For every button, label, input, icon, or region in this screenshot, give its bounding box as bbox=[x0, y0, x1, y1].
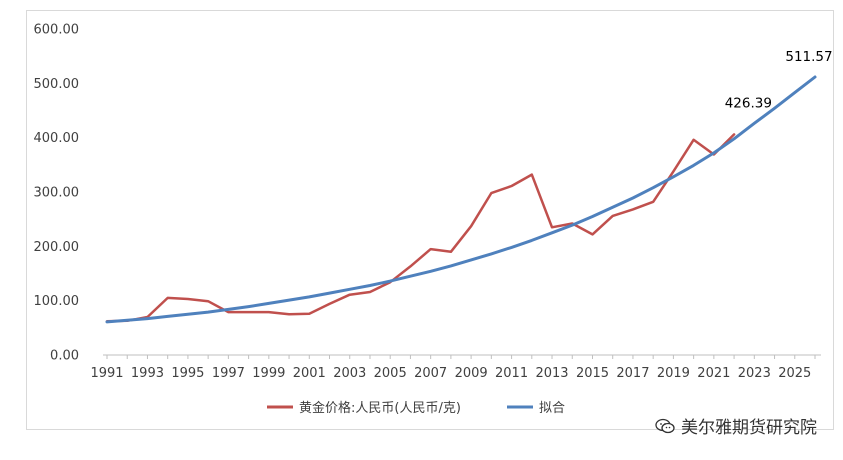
series-line-gold-price bbox=[105, 133, 736, 323]
gold-price-line-chart: 0.00 100.00 200.00 300.00 400.00 500.00 600.00… bbox=[34, 23, 833, 417]
x-tick-label: 2017 bbox=[616, 366, 649, 381]
x-tick-label: 1993 bbox=[131, 366, 164, 381]
y-tick-label: 600.00 bbox=[34, 23, 80, 38]
x-tick-label: 2005 bbox=[374, 366, 407, 381]
x-tick-label: 2023 bbox=[738, 366, 771, 381]
y-tick-label: 300.00 bbox=[34, 186, 80, 201]
x-tick-label: 2001 bbox=[293, 366, 326, 381]
data-label: 426.39 bbox=[725, 95, 772, 111]
data-label: 511.57 bbox=[785, 49, 832, 65]
wechat-icon bbox=[655, 418, 675, 433]
legend-label: 黄金价格:人民币(人民币/克) bbox=[299, 400, 461, 416]
x-tick-label: 2025 bbox=[778, 366, 811, 381]
watermark-text: 美尔雅期货研究院 bbox=[681, 418, 817, 438]
watermark: 美尔雅期货研究院 bbox=[655, 413, 817, 438]
x-tick-label: 2009 bbox=[455, 366, 488, 381]
legend-label: 拟合 bbox=[539, 401, 565, 416]
data-annotations: 426.39 511.57 bbox=[725, 49, 833, 111]
x-tick-label: 1995 bbox=[171, 366, 204, 381]
x-axis: 1991 1993 1995 1997 1999 2001 2003 2005 2007 2009… bbox=[90, 354, 821, 381]
y-tick-label: 100.00 bbox=[34, 294, 80, 309]
x-tick-label: 1997 bbox=[212, 366, 245, 381]
legend: 黄金价格:人民币(人民币/克) 拟合 bbox=[267, 400, 565, 416]
x-tick-label: 2011 bbox=[495, 366, 528, 381]
x-tick-label: 1999 bbox=[252, 366, 285, 381]
y-tick-label: 400.00 bbox=[34, 131, 80, 146]
x-tick-label: 1991 bbox=[90, 366, 123, 381]
x-tick-label: 2015 bbox=[576, 366, 609, 381]
y-tick-label: 0.00 bbox=[50, 349, 79, 364]
series-lines bbox=[105, 75, 817, 324]
x-tick-label: 2007 bbox=[414, 366, 447, 381]
x-tick-label: 2013 bbox=[535, 366, 568, 381]
y-tick-label: 200.00 bbox=[34, 240, 80, 255]
x-tick-label: 2019 bbox=[657, 366, 690, 381]
y-axis-labels: 0.00 100.00 200.00 300.00 400.00 500.00 600.00 bbox=[34, 23, 80, 364]
y-tick-label: 500.00 bbox=[34, 77, 80, 92]
x-tick-label: 2003 bbox=[333, 366, 366, 381]
x-tick-label: 2021 bbox=[697, 366, 730, 381]
series-line-fit bbox=[105, 75, 817, 324]
chart-frame: 0.00 100.00 200.00 300.00 400.00 500.00 600.00… bbox=[26, 10, 834, 430]
